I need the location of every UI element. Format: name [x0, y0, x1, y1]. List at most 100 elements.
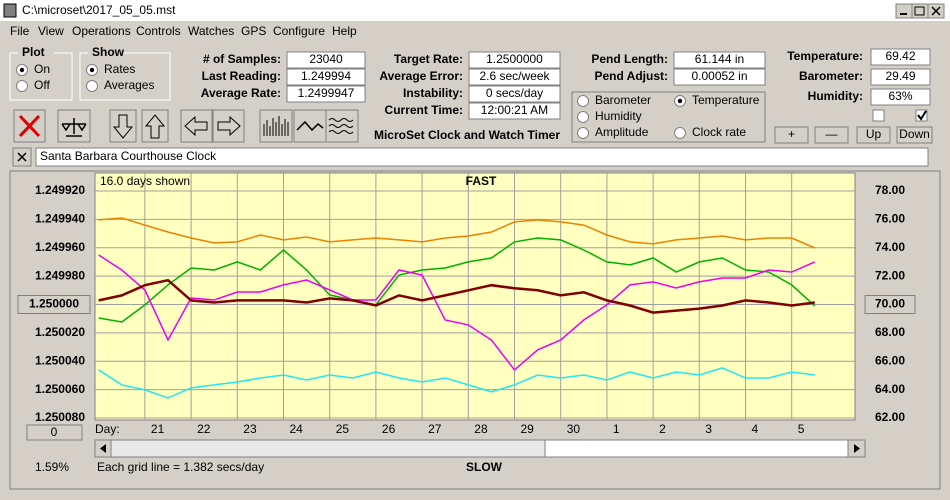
button-label: —	[826, 127, 838, 141]
x-tick-label: 2	[659, 422, 666, 436]
x-tick-label: 21	[151, 422, 165, 436]
radio[interactable]	[674, 127, 686, 139]
y2-tick-label: 68.00	[875, 325, 905, 339]
menu-item[interactable]: File	[10, 24, 30, 38]
series-line	[98, 278, 815, 314]
radio-label: Rates	[104, 62, 135, 76]
radio[interactable]	[86, 80, 98, 92]
x-tick-label: 29	[521, 422, 535, 436]
groupbox-label-bg	[18, 47, 54, 59]
button-label: Down	[899, 127, 930, 141]
button-face[interactable]	[17, 295, 91, 314]
reading-label: Temperature:	[787, 49, 863, 63]
offset-button-label: 0	[51, 425, 58, 439]
days-shown: 16.0 days shown	[100, 174, 190, 188]
scroll-thumb[interactable]	[544, 439, 849, 458]
radio-dot	[19, 67, 25, 73]
maximize-button[interactable]	[911, 3, 929, 19]
radio[interactable]	[577, 111, 589, 123]
button-face[interactable]	[896, 126, 933, 144]
maximize-glyph	[914, 6, 925, 16]
x-tick-label: 28	[474, 422, 488, 436]
close-glyph	[931, 6, 941, 16]
stop-icon	[18, 114, 41, 138]
menu-item[interactable]: Watches	[188, 24, 234, 38]
x-tick-label: 1	[613, 422, 620, 436]
menu-item[interactable]: Operations	[72, 24, 131, 38]
button-face[interactable]	[864, 295, 916, 314]
reading-label: Average Error:	[379, 69, 463, 83]
y2-tick-label: 78.00	[875, 183, 905, 197]
checkbox[interactable]	[872, 109, 885, 122]
x-tick-label: 4	[752, 422, 759, 436]
percent-label: 1.59%	[35, 460, 69, 474]
show-groupbox	[79, 52, 171, 101]
scroll-left-glyph	[100, 444, 106, 453]
window-title: C:\microset\2017_05_05.mst	[22, 3, 176, 17]
x-tick-label: 25	[336, 422, 350, 436]
reading-field	[468, 51, 561, 69]
radio-dot	[89, 67, 95, 73]
legend-label[interactable]: Barometer	[595, 93, 651, 107]
reading-value: 63%	[888, 89, 912, 103]
y-tick-label: 1.250040	[35, 353, 85, 367]
menu-item[interactable]: Help	[332, 24, 357, 38]
reading-value: 2.6 sec/week	[479, 69, 550, 83]
up-icon	[144, 114, 166, 139]
checkbox-check	[917, 110, 927, 121]
button-label: +	[788, 127, 795, 141]
radio[interactable]	[16, 80, 28, 92]
radio[interactable]	[577, 95, 589, 107]
reading-value: 23040	[309, 52, 343, 66]
radio[interactable]	[577, 127, 589, 139]
menu-item[interactable]: View	[38, 24, 64, 38]
menu-item[interactable]: GPS	[241, 24, 266, 38]
legend-label[interactable]: Clock rate	[692, 125, 746, 139]
y-tick-label: 1.250060	[35, 382, 85, 396]
x-tick-label: 5	[798, 422, 805, 436]
reading-value: 0.00052 in	[691, 69, 747, 83]
reading-field	[468, 102, 561, 120]
button-face[interactable]	[814, 126, 849, 144]
series-line	[98, 367, 815, 399]
reading-field	[468, 85, 561, 103]
reading-label: Pend Adjust:	[594, 69, 668, 83]
grid-note: Each grid line = 1.382 secs/day	[97, 460, 264, 474]
y-tick-label: 1.250020	[35, 325, 85, 339]
y2-tick-label: 72.00	[875, 268, 905, 282]
groupbox-label-bg	[88, 47, 124, 59]
reading-value: 1.249994	[301, 69, 351, 83]
legend-label[interactable]: Amplitude	[595, 125, 649, 139]
reading-value: 0 secs/day	[486, 86, 543, 100]
checkbox[interactable]	[915, 109, 928, 122]
noise-icon	[328, 118, 354, 134]
groupbox-title: Show	[92, 45, 125, 59]
menu-item[interactable]: Controls	[136, 24, 181, 38]
y2-tick-label: 62.00	[875, 410, 905, 424]
reading-value: 29.49	[885, 69, 915, 83]
menu-item[interactable]: Configure	[273, 24, 325, 38]
clock-name-input[interactable]	[35, 147, 929, 167]
minimize-button[interactable]	[895, 3, 913, 19]
legend-box	[571, 91, 766, 143]
reading-value: 61.144 in	[695, 52, 744, 66]
reading-field	[286, 85, 366, 103]
reading-value: 1.2500000	[486, 52, 543, 66]
y2-tick-label: 66.00	[875, 353, 905, 367]
noise-button[interactable]	[325, 109, 359, 143]
right-button[interactable]	[212, 109, 245, 143]
fast-label: FAST	[466, 174, 497, 188]
reading-label: Target Rate:	[394, 52, 463, 66]
day-label: Day:	[95, 422, 120, 436]
legend-label[interactable]: Humidity	[595, 109, 642, 123]
button-face[interactable]	[774, 126, 809, 144]
legend-label[interactable]: Temperature	[692, 93, 760, 107]
reading-field	[468, 68, 561, 86]
title-bar	[0, 0, 950, 21]
reading-value: 12:00:21 AM	[481, 103, 548, 117]
button-face[interactable]	[856, 126, 891, 144]
balance-icon	[61, 118, 87, 137]
y-tick-label: 1.249920	[35, 183, 85, 197]
button-face[interactable]	[26, 424, 83, 441]
